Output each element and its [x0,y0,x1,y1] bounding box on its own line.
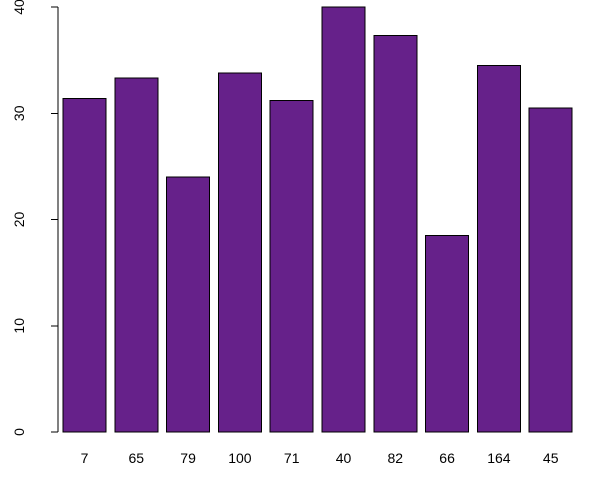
x-tick-label: 66 [439,450,455,466]
x-tick-label: 82 [388,450,404,466]
x-tick-label: 65 [129,450,145,466]
bars-group [62,6,573,433]
x-tick-label: 71 [284,450,300,466]
x-tick-label: 40 [336,450,352,466]
bar-45 [528,107,573,433]
x-tick-label: 79 [180,450,196,466]
y-tick-label: 30 [11,105,27,121]
y-axis: 0 10 20 30 40 [11,0,59,436]
x-axis-labels: 7 65 79 100 71 40 82 66 164 45 [81,450,559,466]
y-tick-label: 40 [11,0,27,15]
x-tick-label: 100 [228,450,252,466]
x-tick-label: 164 [487,450,511,466]
y-tick-label: 10 [11,318,27,334]
bar-100 [217,72,262,433]
bar-71 [269,100,314,433]
bar-79 [166,176,211,433]
bar-7 [62,97,107,433]
bar-66 [425,234,470,433]
bar-164 [476,64,521,433]
y-tick-label: 0 [11,428,27,436]
x-tick-label: 7 [81,450,89,466]
y-tick-label: 20 [11,212,27,228]
x-tick-label: 45 [543,450,559,466]
bar-40 [321,6,366,433]
bar-82 [373,35,418,433]
bar-65 [114,77,159,433]
